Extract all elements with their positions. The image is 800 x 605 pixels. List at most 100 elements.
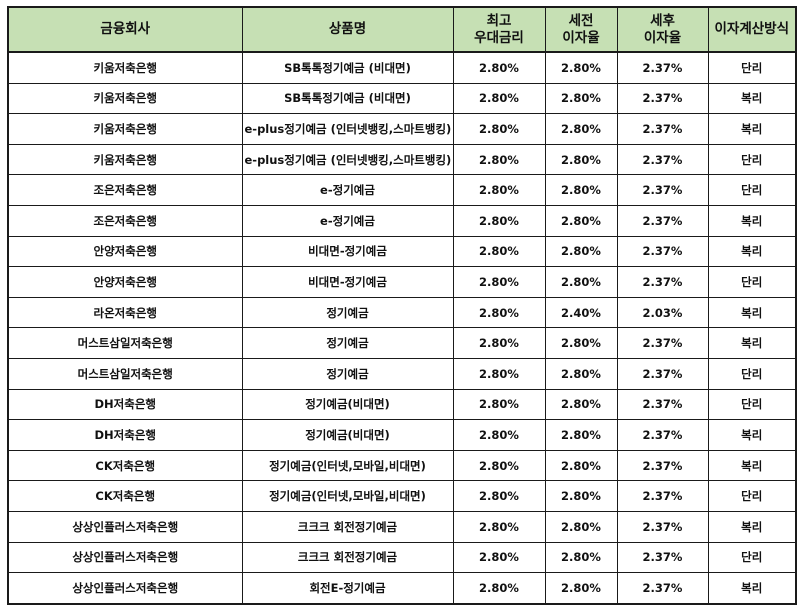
table-row[interactable]: 안양저축은행 비대면-정기예금 2.80% 2.80% 2.37% 복리 [7,235,797,268]
interest-method-cell: 복리 [707,572,797,605]
product-cell: e-plus정기예금 (인터넷뱅킹,스마트뱅킹) [241,113,454,145]
table-row[interactable]: 머스트삼일저축은행 정기예금 2.80% 2.80% 2.37% 단리 [7,357,797,390]
company-cell: 상상인플러스저축은행 [7,510,243,543]
product-cell: 정기예금(비대면) [241,419,454,451]
top-rate-cell: 2.80% [452,174,546,206]
table-row[interactable]: 키움저축은행 e-plus정기예금 (인터넷뱅킹,스마트뱅킹) 2.80% 2.80%… [7,113,797,145]
aftertax-rate-cell: 2.37% [616,541,709,574]
aftertax-rate-cell: 2.37% [616,174,709,206]
product-cell: SB톡톡정기예금 (비대면) [241,82,454,115]
table-body: 키움저축은행 SB톡톡정기예금 (비대면) 2.80% 2.80% 2.37% 단리 키움저… [7,51,797,605]
table-row[interactable]: 상상인플러스저축은행 회전E-정기예금 2.80% 2.80% 2.37% 복리 [7,572,797,605]
company-cell: 상상인플러스저축은행 [7,572,243,605]
interest-method-cell: 복리 [707,419,797,451]
company-cell: DH저축은행 [7,388,243,421]
interest-method-cell: 복리 [707,82,797,115]
column-header-pretax-line-1: 이자율 [562,29,600,46]
table-row[interactable]: DH저축은행 정기예금(비대면) 2.80% 2.80% 2.37% 단리 [7,388,797,421]
product-cell: 크크크 회전정기예금 [241,510,454,543]
top-rate-cell: 2.80% [452,204,546,237]
aftertax-rate-cell: 2.37% [616,235,709,268]
product-cell: 정기예금 [241,296,454,329]
product-cell: e-정기예금 [241,174,454,206]
aftertax-rate-cell: 2.37% [616,449,709,482]
company-cell: DH저축은행 [7,419,243,451]
column-header-company[interactable]: 금융회사 [7,6,243,53]
column-header-top_rate[interactable]: 최고 우대금리 [452,6,546,53]
interest-method-cell: 복리 [707,204,797,237]
deposit-rate-table-container: 금융회사 상품명 최고 우대금리 세전 이자율 세후 이자율 이자계산방식 키움저축은행 SB톡톡… [7,6,797,605]
table-row[interactable]: 키움저축은행 SB톡톡정기예금 (비대면) 2.80% 2.80% 2.37% 단리 [7,51,797,84]
product-cell: 정기예금 [241,357,454,390]
product-cell: 회전E-정기예금 [241,572,454,605]
pretax-rate-cell: 2.80% [544,541,618,574]
aftertax-rate-cell: 2.37% [616,113,709,145]
product-cell: e-plus정기예금 (인터넷뱅킹,스마트뱅킹) [241,143,454,176]
column-header-aftertax-line-0: 세후 [650,12,675,29]
pretax-rate-cell: 2.40% [544,296,618,329]
column-header-product-line-0: 상품명 [328,21,367,38]
pretax-rate-cell: 2.80% [544,327,618,359]
company-cell: 안양저축은행 [7,266,243,298]
product-cell: 크크크 회전정기예금 [241,541,454,574]
aftertax-rate-cell: 2.37% [616,82,709,115]
top-rate-cell: 2.80% [452,357,546,390]
company-cell: 안양저축은행 [7,235,243,268]
top-rate-cell: 2.80% [452,51,546,84]
company-cell: 키움저축은행 [7,113,243,145]
aftertax-rate-cell: 2.37% [616,204,709,237]
company-cell: 상상인플러스저축은행 [7,541,243,574]
pretax-rate-cell: 2.80% [544,82,618,115]
table-row[interactable]: CK저축은행 정기예금(인터넷,모바일,비대면) 2.80% 2.80% 2.37% 단리 [7,480,797,512]
table-row[interactable]: 머스트삼일저축은행 정기예금 2.80% 2.80% 2.37% 복리 [7,327,797,359]
company-cell: CK저축은행 [7,449,243,482]
pretax-rate-cell: 2.80% [544,480,618,512]
pretax-rate-cell: 2.80% [544,235,618,268]
aftertax-rate-cell: 2.03% [616,296,709,329]
top-rate-cell: 2.80% [452,327,546,359]
pretax-rate-cell: 2.80% [544,388,618,421]
product-cell: 정기예금(인터넷,모바일,비대면) [241,449,454,482]
product-cell: 정기예금 [241,327,454,359]
pretax-rate-cell: 2.80% [544,357,618,390]
pretax-rate-cell: 2.80% [544,572,618,605]
aftertax-rate-cell: 2.37% [616,266,709,298]
column-header-method-line-0: 이자계산방식 [714,21,790,38]
interest-method-cell: 복리 [707,327,797,359]
pretax-rate-cell: 2.80% [544,510,618,543]
table-row[interactable]: 라온저축은행 정기예금 2.80% 2.40% 2.03% 복리 [7,296,797,329]
table-row[interactable]: 키움저축은행 SB톡톡정기예금 (비대면) 2.80% 2.80% 2.37% 복리 [7,82,797,115]
top-rate-cell: 2.80% [452,266,546,298]
aftertax-rate-cell: 2.37% [616,388,709,421]
top-rate-cell: 2.80% [452,82,546,115]
aftertax-rate-cell: 2.37% [616,357,709,390]
column-header-company-line-0: 금융회사 [100,21,151,38]
column-header-product[interactable]: 상품명 [241,6,454,53]
table-row[interactable]: CK저축은행 정기예금(인터넷,모바일,비대면) 2.80% 2.80% 2.37% 복리 [7,449,797,482]
company-cell: 키움저축은행 [7,143,243,176]
interest-method-cell: 복리 [707,113,797,145]
table-row[interactable]: 조은저축은행 e-정기예금 2.80% 2.80% 2.37% 단리 [7,174,797,206]
product-cell: 정기예금(인터넷,모바일,비대면) [241,480,454,512]
product-cell: e-정기예금 [241,204,454,237]
table-row[interactable]: 조은저축은행 e-정기예금 2.80% 2.80% 2.37% 복리 [7,204,797,237]
top-rate-cell: 2.80% [452,113,546,145]
product-cell: 비대면-정기예금 [241,235,454,268]
top-rate-cell: 2.80% [452,480,546,512]
column-header-method[interactable]: 이자계산방식 [707,6,797,53]
aftertax-rate-cell: 2.37% [616,143,709,176]
table-row[interactable]: 상상인플러스저축은행 크크크 회전정기예금 2.80% 2.80% 2.37% 단리 [7,541,797,574]
column-header-pretax[interactable]: 세전 이자율 [544,6,618,53]
column-header-pretax-line-0: 세전 [568,12,594,29]
interest-method-cell: 단리 [707,480,797,512]
aftertax-rate-cell: 2.37% [616,327,709,359]
table-row[interactable]: 상상인플러스저축은행 크크크 회전정기예금 2.80% 2.80% 2.37% 복리 [7,510,797,543]
column-header-aftertax[interactable]: 세후 이자율 [616,6,709,53]
interest-method-cell: 복리 [707,235,797,268]
table-row[interactable]: DH저축은행 정기예금(비대면) 2.80% 2.80% 2.37% 복리 [7,419,797,451]
pretax-rate-cell: 2.80% [544,51,618,84]
table-row[interactable]: 키움저축은행 e-plus정기예금 (인터넷뱅킹,스마트뱅킹) 2.80% 2.80%… [7,143,797,176]
table-row[interactable]: 안양저축은행 비대면-정기예금 2.80% 2.80% 2.37% 단리 [7,266,797,298]
top-rate-cell: 2.80% [452,572,546,605]
top-rate-cell: 2.80% [452,449,546,482]
